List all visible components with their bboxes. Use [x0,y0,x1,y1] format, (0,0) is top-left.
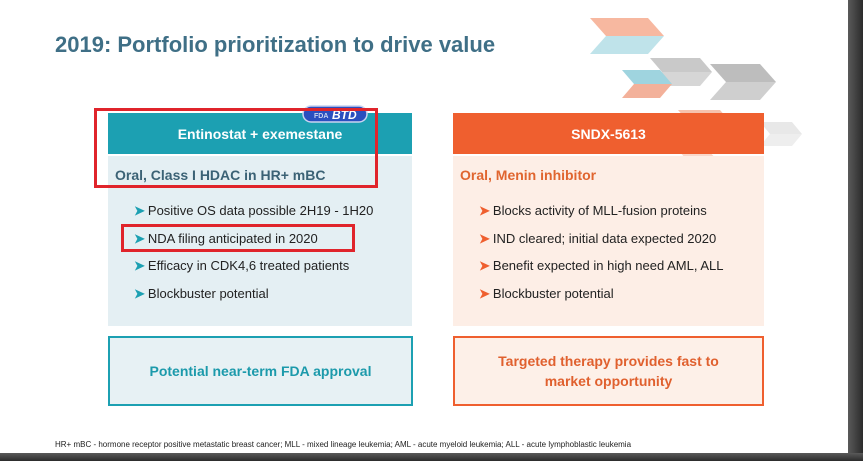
arrow-bullet-icon: ➤ [479,230,490,246]
highlight-box-nda-filing [121,224,355,252]
slide: 2019: Portfolio prioritization to drive … [0,0,848,453]
arrow-bullet-icon: ➤ [134,203,145,218]
sndx-5613-header: SNDX-5613 [453,113,764,154]
sndx-5613-footer-box: Targeted therapy provides fast to market… [453,336,764,406]
sndx-5613-panel: Oral, Menin inhibitor ➤ Blocks activity o… [453,156,764,326]
slide-title: 2019: Portfolio prioritization to drive … [55,32,496,57]
highlight-box-entinostat [94,108,378,188]
entinostat-subtitle: Oral, Class I HDAC in HR+ mBC [115,167,326,183]
window-shadow-right [848,0,863,461]
list-item: ➤ Benefit expected in high need AML, ALL [479,258,724,274]
arrow-bullet-icon: ➤ [134,230,145,246]
sndx-5613-footer-line1: Targeted therapy provides fast to [498,353,719,369]
arrow-bullet-icon: ➤ [479,286,490,302]
window-shadow-bottom [0,453,863,461]
sndx-5613-subtitle: Oral, Menin inhibitor [460,167,597,183]
btd-badge-text: BTD [332,108,357,122]
list-item: ➤ Efficacy in CDK4,6 treated patients [134,258,350,274]
arrow-bullet-icon: ➤ [479,203,490,218]
arrow-bullet-icon: ➤ [134,286,145,302]
list-item: ➤ Blockbuster potential [134,286,269,302]
list-item: ➤ Blockbuster potential [479,286,614,302]
list-item: ➤ Positive OS data possible 2H19 - 1H20 [134,203,374,218]
entinostat-bullets: ➤ Positive OS data possible 2H19 - 1H20 ➤… [134,203,373,314]
sndx-5613-bullets: ➤ Blocks activity of MLL-fusion proteins … [479,203,723,314]
list-item: ➤ NDA filing anticipated in 2020 [134,230,318,246]
arrow-bullet-icon: ➤ [479,258,490,274]
entinostat-footer-box: Potential near-term FDA approval [108,336,413,406]
sndx-5613-footer-line2: market opportunity [544,373,673,389]
list-item: ➤ IND cleared; initial data expected 2020 [479,230,717,246]
footnote: HR+ mBC - hormone receptor positive meta… [55,440,632,449]
arrow-bullet-icon: ➤ [134,258,145,274]
list-item: ➤ Blocks activity of MLL-fusion proteins [479,203,707,218]
entinostat-panel: Oral, Class I HDAC in HR+ mBC ➤ Positive … [108,156,412,326]
svg-text:FDA: FDA [314,113,328,120]
